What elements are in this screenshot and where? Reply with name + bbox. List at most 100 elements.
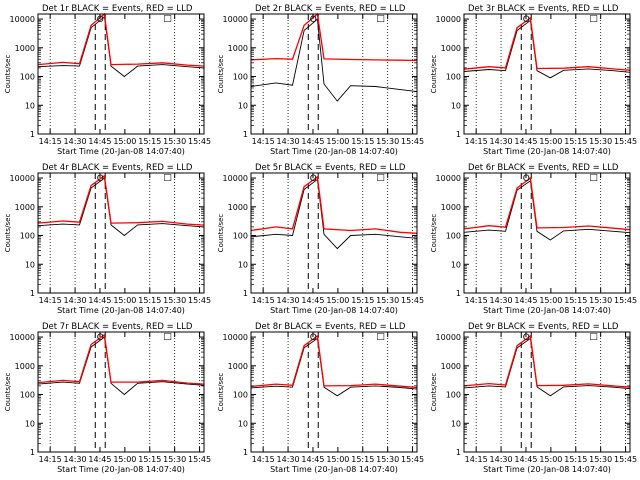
legend-circle-symbol: O <box>97 333 104 343</box>
legend-box-symbol: □ <box>589 332 598 342</box>
x-axis-label: Start Time (20-Jan-08 14:07:40) <box>57 465 185 474</box>
panel-frame <box>463 172 631 294</box>
series-events-line <box>250 18 418 102</box>
y-tick-label: 1 <box>456 448 461 457</box>
x-tick-label: 15:15 <box>564 296 587 305</box>
legend-circle-symbol: O <box>523 15 530 25</box>
y-tick-label: 1000 <box>441 362 461 371</box>
series-events-line <box>463 337 631 397</box>
y-tick-label: 100 <box>20 391 35 400</box>
legend-circle-symbol: O <box>523 333 530 343</box>
x-tick-label: 14:30 <box>277 296 300 305</box>
y-tick-label: 10000 <box>436 174 461 183</box>
y-tick-label: 100 <box>233 391 248 400</box>
x-tick-label: 15:15 <box>351 455 374 464</box>
x-tick-label: 14:30 <box>490 455 513 464</box>
panel-frame <box>250 172 418 294</box>
x-tick-label: 15:45 <box>188 296 211 305</box>
series-lld-line <box>250 334 418 389</box>
x-tick-label: 15:00 <box>326 455 349 464</box>
x-tick-label: 14:15 <box>252 137 275 146</box>
y-tick-label: 100 <box>446 391 461 400</box>
x-tick-label: 15:30 <box>589 455 612 464</box>
x-tick-label: 15:00 <box>539 137 562 146</box>
x-tick-label: 15:00 <box>113 455 136 464</box>
x-tick-label: 15:15 <box>138 137 161 146</box>
series-events-line <box>463 180 631 241</box>
panel-frame <box>37 331 205 453</box>
x-axis-label: Start Time (20-Jan-08 14:07:40) <box>57 147 185 156</box>
y-axis-label: Counts/sec <box>217 214 225 253</box>
y-tick-label: 10 <box>238 101 248 110</box>
y-tick-label: 100 <box>20 73 35 82</box>
legend-box-symbol: □ <box>163 332 172 342</box>
y-tick-label: 1000 <box>228 44 248 53</box>
y-axis-label: Counts/sec <box>430 373 438 412</box>
x-tick-label: 15:45 <box>188 137 211 146</box>
x-tick-label: 14:15 <box>252 296 275 305</box>
x-tick-label: 14:45 <box>88 296 111 305</box>
y-tick-label: 1 <box>30 289 35 298</box>
y-tick-label: 100 <box>233 232 248 241</box>
y-axis-label: Counts/sec <box>217 55 225 94</box>
panel-frame <box>37 172 205 294</box>
x-tick-label: 14:15 <box>39 296 62 305</box>
series-events-line <box>37 15 205 78</box>
x-tick-label: 15:00 <box>113 137 136 146</box>
legend-box-symbol: □ <box>163 14 172 24</box>
legend-box-symbol: □ <box>163 173 172 183</box>
x-tick-label: 15:45 <box>614 455 637 464</box>
x-tick-label: 15:45 <box>614 296 637 305</box>
legend-box-symbol: □ <box>589 14 598 24</box>
legend-box-symbol: □ <box>376 332 385 342</box>
y-tick-label: 10000 <box>10 333 35 342</box>
series-lld-line <box>250 175 418 234</box>
panel-title: Det 5r BLACK = Events, RED = LLD <box>255 163 406 173</box>
panel-title: Det 7r BLACK = Events, RED = LLD <box>42 322 193 332</box>
y-axis-label: Counts/sec <box>4 214 12 253</box>
panel-frame <box>250 331 418 453</box>
x-tick-label: 15:45 <box>401 137 424 146</box>
x-tick-label: 15:15 <box>138 296 161 305</box>
y-tick-label: 10000 <box>223 333 248 342</box>
y-axis-label: Counts/sec <box>430 55 438 94</box>
y-tick-label: 10000 <box>10 15 35 24</box>
x-tick-label: 15:00 <box>113 296 136 305</box>
x-tick-label: 14:30 <box>64 296 87 305</box>
y-tick-label: 100 <box>20 232 35 241</box>
x-tick-label: 15:00 <box>539 296 562 305</box>
x-tick-label: 15:30 <box>376 296 399 305</box>
x-tick-label: 14:15 <box>465 455 488 464</box>
x-tick-label: 14:45 <box>514 455 537 464</box>
x-axis-label: Start Time (20-Jan-08 14:07:40) <box>483 306 611 315</box>
x-tick-label: 15:15 <box>564 455 587 464</box>
x-tick-label: 15:45 <box>401 296 424 305</box>
series-events-line <box>37 336 205 396</box>
panel-frame <box>463 331 631 453</box>
y-tick-label: 10 <box>451 101 461 110</box>
x-tick-label: 14:45 <box>301 455 324 464</box>
x-tick-label: 15:15 <box>351 296 374 305</box>
series-lld-line <box>250 12 418 62</box>
x-tick-label: 14:30 <box>277 455 300 464</box>
series-events-line <box>37 177 205 237</box>
y-axis-label: Counts/sec <box>430 214 438 253</box>
x-tick-label: 14:45 <box>514 137 537 146</box>
panel-title: Det 6r BLACK = Events, RED = LLD <box>468 163 619 173</box>
x-tick-label: 15:30 <box>163 137 186 146</box>
legend-circle-symbol: O <box>310 333 317 343</box>
panel-title: Det 1r BLACK = Events, RED = LLD <box>42 4 193 14</box>
legend-circle-symbol: O <box>523 174 530 184</box>
x-tick-label: 15:45 <box>188 455 211 464</box>
y-tick-label: 10 <box>25 101 35 110</box>
series-events-line <box>250 178 418 250</box>
panel-frame <box>463 13 631 135</box>
panel-title: Det 3r BLACK = Events, RED = LLD <box>468 4 619 14</box>
legend-box-symbol: □ <box>376 14 385 24</box>
x-tick-label: 15:15 <box>351 137 374 146</box>
series-events-line <box>250 337 418 397</box>
